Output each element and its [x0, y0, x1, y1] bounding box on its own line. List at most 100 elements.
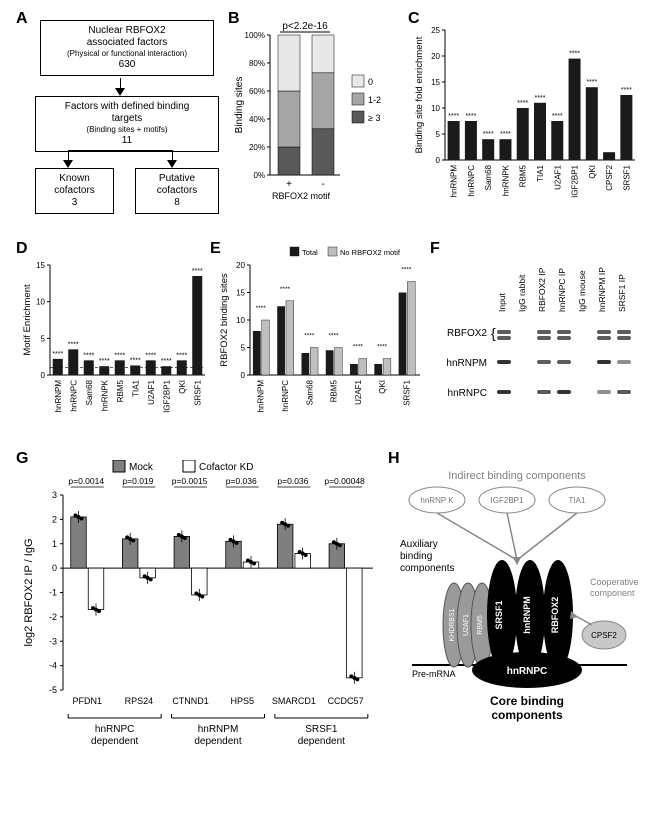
svg-text:CPSF2: CPSF2	[591, 631, 617, 640]
svg-text:U2AF1: U2AF1	[354, 379, 363, 404]
svg-text:hnRNPM IP: hnRNPM IP	[597, 267, 607, 312]
arrow-icon	[115, 88, 125, 96]
svg-text:hnRNPC IP: hnRNPC IP	[557, 268, 567, 312]
panel-G: -5-4-3-2-10123log2 RBFOX2 IP / IgGMockCo…	[18, 460, 388, 780]
svg-text:10: 10	[431, 104, 440, 113]
arrow-icon	[63, 160, 73, 168]
svg-text:hnRNP K: hnRNP K	[420, 496, 454, 505]
svg-text:80%: 80%	[249, 59, 265, 68]
svg-text:TIA1: TIA1	[569, 496, 586, 505]
svg-text:Core binding: Core binding	[490, 694, 564, 708]
svg-text:****: ****	[586, 79, 597, 86]
svg-text:hnRNPM: hnRNPM	[257, 380, 266, 413]
svg-text:hnRNPC: hnRNPC	[69, 380, 78, 412]
svg-text:HPS5: HPS5	[230, 696, 254, 706]
svg-text:CPSF2: CPSF2	[605, 164, 614, 190]
svg-text:****: ****	[68, 341, 79, 348]
svg-text:SRSF1: SRSF1	[494, 600, 504, 629]
svg-text:0: 0	[41, 371, 46, 380]
svg-text:RBFOX2: RBFOX2	[447, 328, 487, 339]
panel-D: 051015****hnRNPM****hnRNPC****Sam68****h…	[18, 245, 213, 450]
svg-text:****: ****	[535, 95, 546, 102]
flow-n: 8	[142, 197, 212, 209]
flow-text: Known	[42, 173, 107, 185]
svg-text:dependent: dependent	[194, 736, 241, 747]
panel-B: p<2.2e-160%20%40%60%80%100%+-RBFOX2 moti…	[230, 15, 405, 230]
svg-text:RBFOX2 binding sites: RBFOX2 binding sites	[219, 273, 230, 367]
svg-text:60%: 60%	[249, 87, 265, 96]
svg-text:0: 0	[436, 156, 441, 165]
svg-text:Indirect binding components: Indirect binding components	[448, 470, 586, 482]
svg-text:****: ****	[377, 344, 388, 351]
svg-text:QKI: QKI	[588, 165, 597, 179]
svg-text:-3: -3	[49, 636, 57, 646]
svg-text:****: ****	[621, 87, 632, 94]
arrow-line	[68, 150, 173, 151]
svg-text:0: 0	[241, 371, 246, 380]
svg-text:RBFOX2: RBFOX2	[550, 597, 560, 634]
figure-root: A B C D E F G H Nuclear RBFOX2 associate…	[10, 10, 640, 810]
svg-text:Sam68: Sam68	[305, 379, 314, 405]
svg-text:5: 5	[241, 344, 246, 353]
svg-text:****: ****	[448, 113, 459, 120]
svg-text:IGF2BP1: IGF2BP1	[491, 496, 524, 505]
svg-text:Auxiliary: Auxiliary	[400, 539, 438, 550]
svg-text:TIA1: TIA1	[131, 379, 140, 396]
flow-box-2: Factors with defined binding targets (Bi…	[35, 96, 219, 152]
svg-text:15: 15	[431, 78, 440, 87]
svg-text:hnRNPC: hnRNPC	[281, 380, 290, 412]
svg-text:hnRNPM: hnRNPM	[450, 165, 459, 198]
svg-text:****: ****	[552, 113, 563, 120]
svg-text:Total: Total	[302, 248, 318, 257]
flow-box-4: Putative cofactors 8	[135, 168, 219, 214]
svg-text:RBM5: RBM5	[330, 379, 339, 402]
svg-text:20: 20	[236, 261, 245, 270]
svg-text:binding: binding	[400, 551, 432, 562]
svg-text:****: ****	[500, 131, 511, 138]
svg-text:Motif Enrichment: Motif Enrichment	[22, 284, 33, 356]
svg-text:PFDN1: PFDN1	[72, 696, 102, 706]
svg-text:RBM5: RBM5	[477, 615, 484, 635]
svg-text:p<2.2e-16: p<2.2e-16	[282, 21, 328, 32]
svg-text:+: +	[286, 179, 292, 190]
svg-text:SMARCD1: SMARCD1	[272, 696, 316, 706]
svg-text:****: ****	[99, 358, 110, 365]
svg-text:p=0.036: p=0.036	[277, 476, 308, 486]
flow-text: targets	[42, 113, 212, 125]
svg-text:p=0.0015: p=0.0015	[172, 476, 208, 486]
svg-text:15: 15	[36, 261, 45, 270]
svg-text:hnRNPM: hnRNPM	[446, 358, 487, 369]
svg-text:****: ****	[517, 100, 528, 107]
svg-text:hnRNPM: hnRNPM	[522, 596, 532, 634]
svg-text:hnRNPM: hnRNPM	[54, 380, 63, 413]
label-A: A	[16, 10, 28, 28]
svg-text:****: ****	[483, 131, 494, 138]
svg-text:SRSF1 IP: SRSF1 IP	[617, 274, 627, 312]
svg-text:****: ****	[569, 51, 580, 58]
panel-H: Indirect binding components hnRNP K IGF2BP…	[392, 465, 642, 775]
svg-text:****: ****	[192, 268, 203, 275]
svg-text:10: 10	[236, 316, 245, 325]
svg-text:RBFOX2 motif: RBFOX2 motif	[272, 191, 331, 201]
flow-text: cofactors	[42, 185, 107, 197]
svg-text:QKI: QKI	[178, 380, 187, 394]
svg-text:****: ****	[145, 352, 156, 359]
svg-text:Binding site fold enrichment: Binding site fold enrichment	[414, 36, 425, 153]
svg-text:20: 20	[431, 52, 440, 61]
panel-E: 05101520****hnRNPM****hnRNPC****Sam68***…	[215, 245, 430, 450]
flow-sub: (Binding sites + motifs)	[42, 125, 212, 135]
arrow-line	[120, 78, 121, 88]
svg-text:hnRNPK: hnRNPK	[100, 379, 109, 411]
panel-C: 0510152025****hnRNPM****hnRNPC****Sam68*…	[410, 15, 645, 235]
svg-text:TIA1: TIA1	[536, 164, 545, 181]
svg-text:RBM5: RBM5	[116, 379, 125, 402]
svg-text:100%: 100%	[245, 31, 265, 40]
svg-text:Mock: Mock	[129, 462, 154, 473]
svg-text:****: ****	[83, 352, 94, 359]
svg-text:component: component	[590, 588, 635, 598]
svg-text:25: 25	[431, 26, 440, 35]
svg-text:dependent: dependent	[298, 736, 345, 747]
svg-text:20%: 20%	[249, 143, 265, 152]
svg-text:3: 3	[52, 490, 57, 500]
svg-text:No RBFOX2 motif: No RBFOX2 motif	[340, 248, 401, 257]
